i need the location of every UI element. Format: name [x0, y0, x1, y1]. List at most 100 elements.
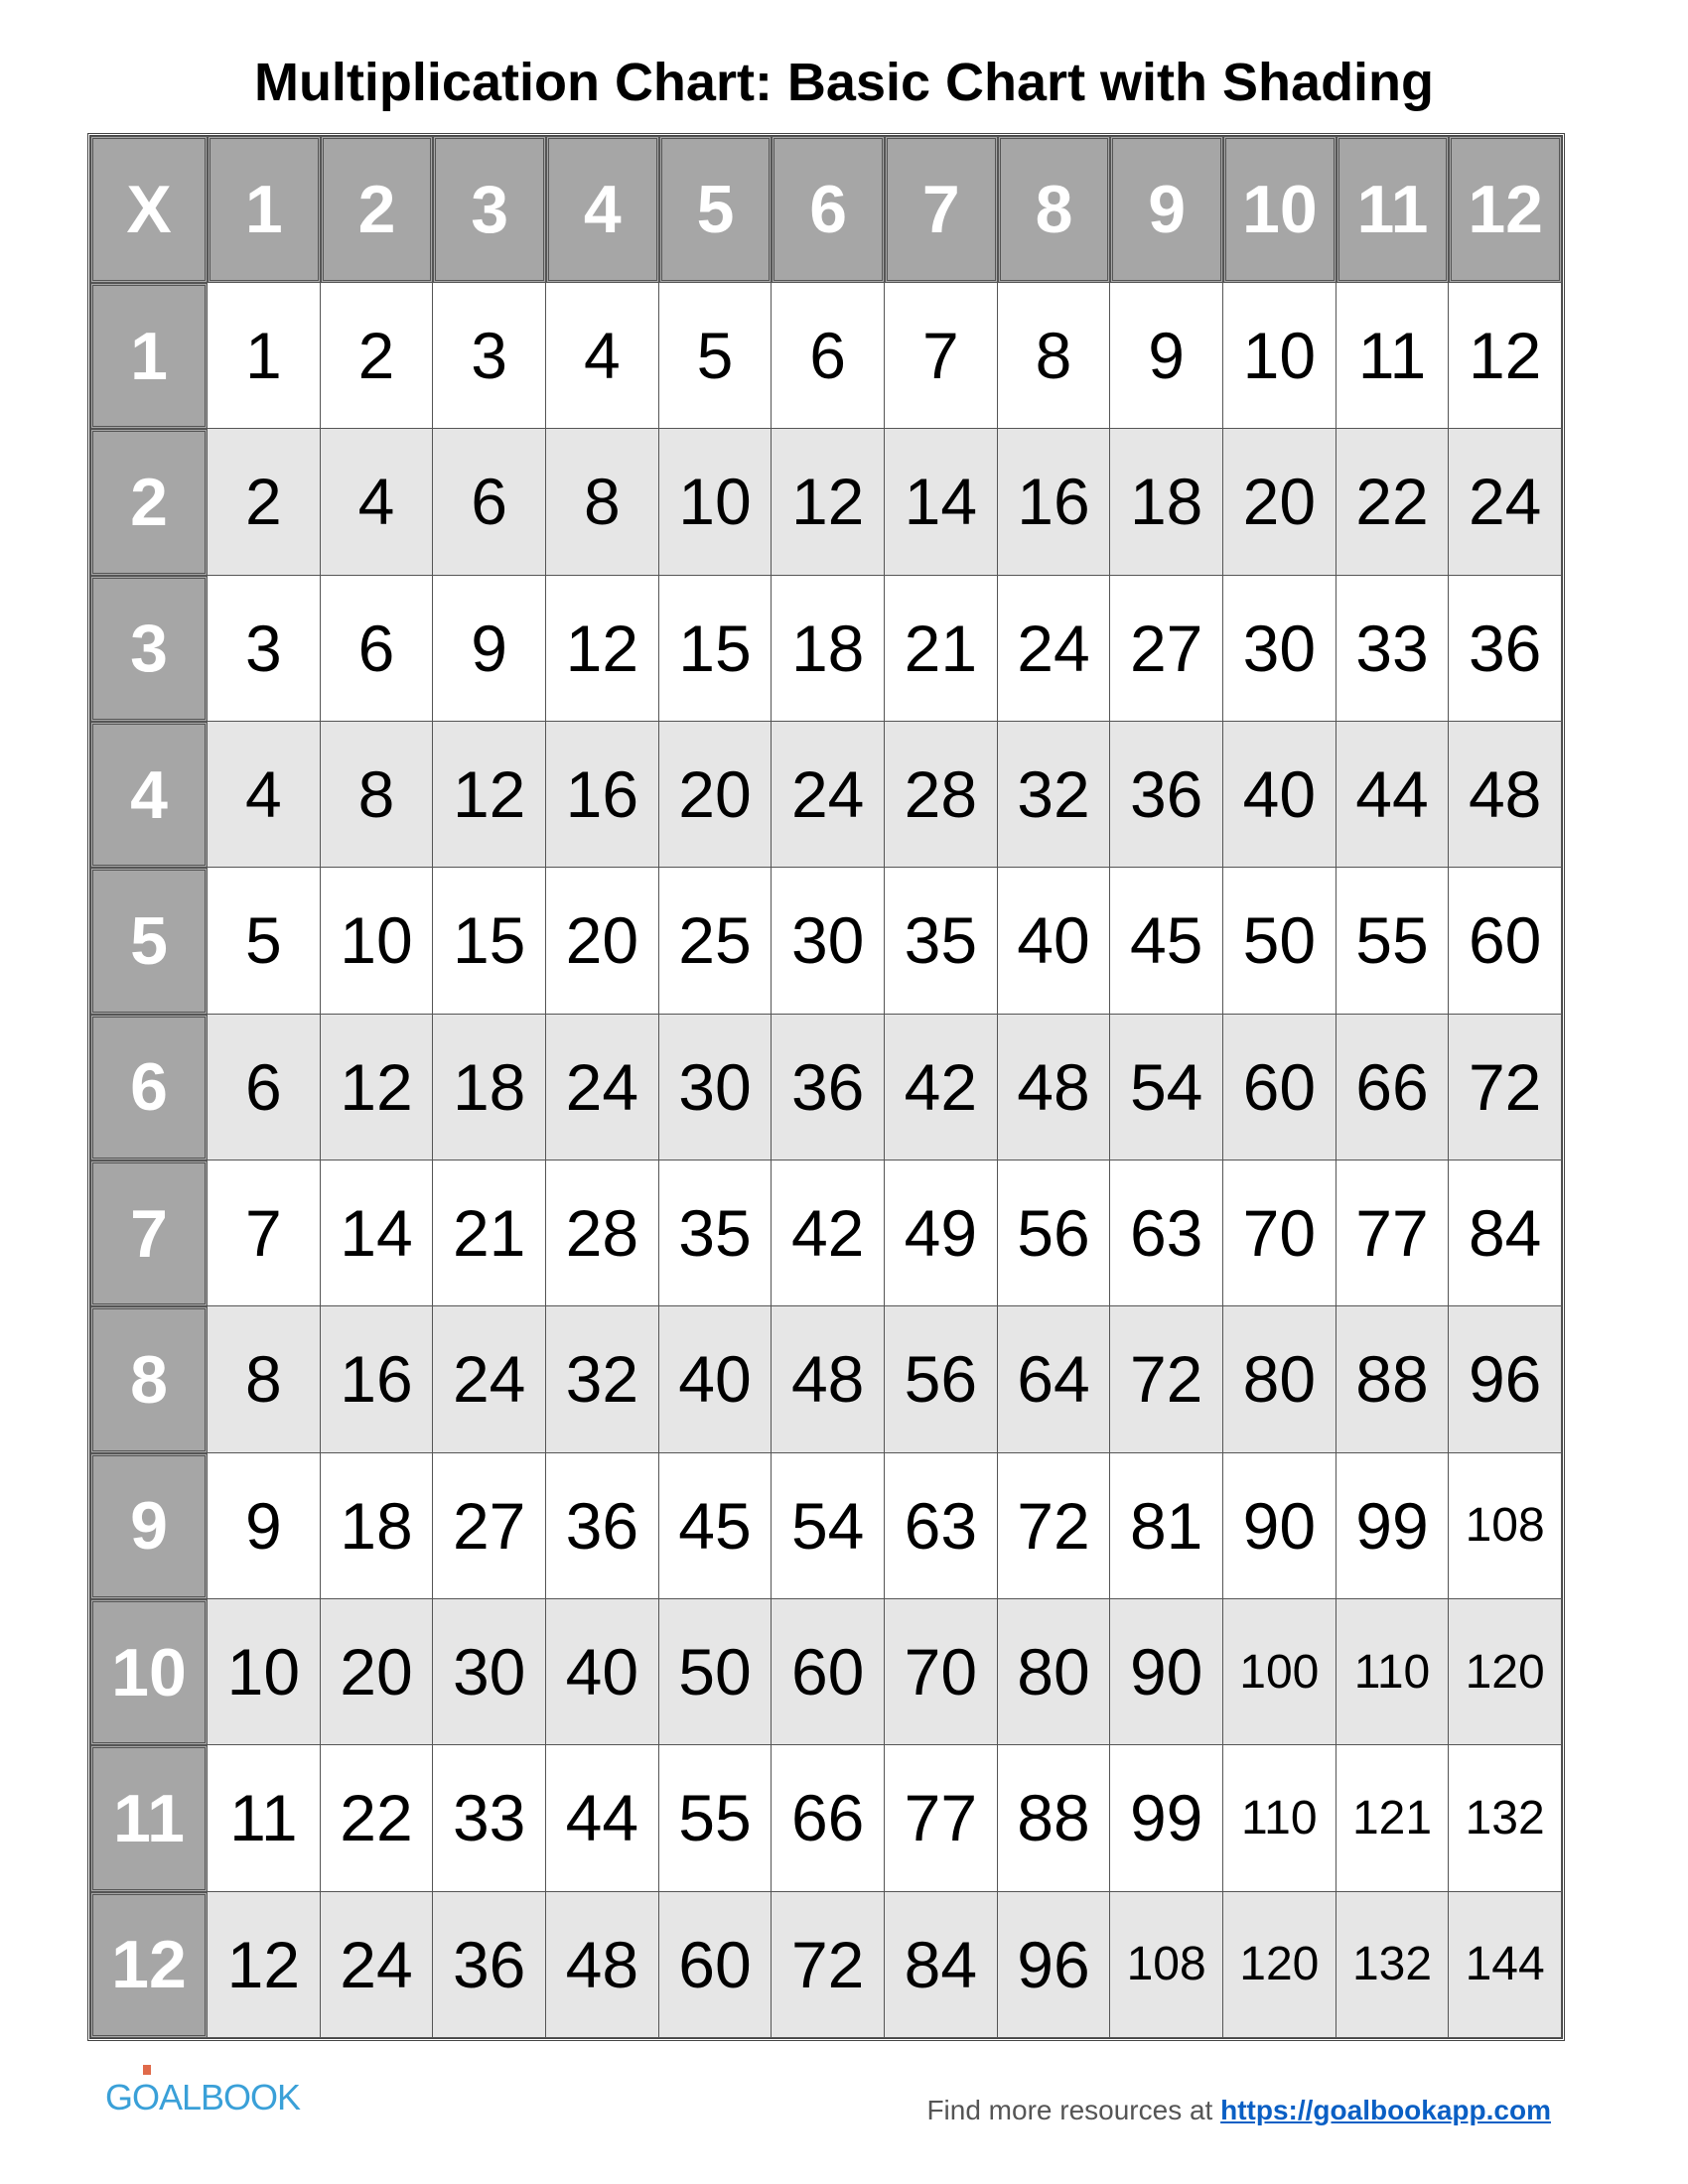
table-cell: 84	[1449, 1160, 1562, 1307]
table-cell: 2	[320, 283, 434, 430]
row-header: 8	[90, 1306, 208, 1453]
goalbook-logo: GOALBOOK	[105, 2065, 301, 2118]
table-cell: 70	[1222, 1160, 1336, 1307]
table-cell: 70	[884, 1598, 998, 1746]
table-cell: 30	[772, 868, 885, 1015]
table-cell: 64	[997, 1306, 1111, 1453]
table-cell: 30	[658, 1014, 773, 1160]
table-cell: 54	[1110, 1014, 1223, 1160]
table-cell: 5	[658, 283, 773, 430]
table-cell: 48	[1449, 721, 1562, 869]
table-cell: 28	[545, 1160, 659, 1307]
column-header: 12	[1449, 136, 1562, 283]
table-cell: 56	[997, 1160, 1111, 1307]
table-cell: 8	[545, 429, 659, 576]
table-cell: 12	[772, 429, 885, 576]
table-cell: 50	[658, 1598, 773, 1746]
table-cell: 20	[545, 868, 659, 1015]
table-cell: 60	[1449, 868, 1562, 1015]
table-cell: 9	[208, 1452, 321, 1599]
table-cell: 36	[1110, 721, 1223, 869]
table-cell: 9	[433, 575, 546, 722]
table-cell: 45	[1110, 868, 1223, 1015]
column-header: 2	[320, 136, 434, 283]
table-cell: 8	[320, 721, 434, 869]
table-cell: 120	[1222, 1891, 1336, 2038]
table-cell: 110	[1336, 1598, 1450, 1746]
goalbook-link[interactable]: https://goalbookapp.com	[1220, 2095, 1551, 2125]
table-cell: 20	[320, 1598, 434, 1746]
table-cell: 27	[1110, 575, 1223, 722]
table-cell: 55	[1336, 868, 1450, 1015]
table-cell: 1	[208, 283, 321, 430]
table-cell: 60	[772, 1598, 885, 1746]
table-cell: 45	[658, 1452, 773, 1599]
table-cell: 96	[1449, 1306, 1562, 1453]
table-cell: 11	[208, 1745, 321, 1892]
table-cell: 48	[545, 1891, 659, 2038]
footer-text: Find more resources at	[926, 2095, 1213, 2125]
table-cell: 10	[1222, 283, 1336, 430]
multiplication-table: X 1 2 3 4 5 6 7 8 9 10 11 12 1 1 2 3 4 5 6 7 8 9 10 11 12 2 2 4 6 8 10 1…	[87, 133, 1565, 2041]
table-cell: 77	[1336, 1160, 1450, 1307]
row-header: 6	[90, 1014, 208, 1160]
table-cell: 100	[1222, 1598, 1336, 1746]
table-cell: 144	[1449, 1891, 1562, 2038]
table-cell: 2	[208, 429, 321, 576]
table-cell: 63	[884, 1452, 998, 1599]
column-header: 8	[997, 136, 1111, 283]
column-header: 3	[433, 136, 546, 283]
table-cell: 14	[884, 429, 998, 576]
table-cell: 18	[433, 1014, 546, 1160]
row-header: 2	[90, 429, 208, 576]
table-cell: 40	[1222, 721, 1336, 869]
column-header: 4	[545, 136, 659, 283]
table-cell: 14	[320, 1160, 434, 1307]
table-cell: 18	[1110, 429, 1223, 576]
row-header: 1	[90, 283, 208, 430]
table-cell: 6	[208, 1014, 321, 1160]
row-header: 5	[90, 868, 208, 1015]
row-header: 4	[90, 721, 208, 869]
table-cell: 121	[1336, 1745, 1450, 1892]
table-cell: 15	[658, 575, 773, 722]
row-header: 7	[90, 1160, 208, 1307]
table-cell: 108	[1449, 1452, 1562, 1599]
table-cell: 4	[545, 283, 659, 430]
table-cell: 8	[997, 283, 1111, 430]
table-cell: 88	[1336, 1306, 1450, 1453]
table-cell: 11	[1336, 283, 1450, 430]
table-cell: 25	[658, 868, 773, 1015]
table-cell: 54	[772, 1452, 885, 1599]
table-cell: 132	[1449, 1745, 1562, 1892]
table-cell: 77	[884, 1745, 998, 1892]
table-cell: 80	[1222, 1306, 1336, 1453]
table-cell: 63	[1110, 1160, 1223, 1307]
row-header: 3	[90, 575, 208, 722]
table-cell: 12	[1449, 283, 1562, 430]
table-cell: 6	[320, 575, 434, 722]
column-header: 1	[208, 136, 321, 283]
table-cell: 132	[1336, 1891, 1450, 2038]
table-cell: 32	[997, 721, 1111, 869]
column-header: 5	[658, 136, 773, 283]
table-cell: 16	[320, 1306, 434, 1453]
table-cell: 96	[997, 1891, 1111, 2038]
table-cell: 44	[545, 1745, 659, 1892]
table-cell: 24	[320, 1891, 434, 2038]
table-cell: 12	[320, 1014, 434, 1160]
table-cell: 48	[772, 1306, 885, 1453]
table-cell: 72	[772, 1891, 885, 2038]
table-cell: 20	[1222, 429, 1336, 576]
table-cell: 30	[1222, 575, 1336, 722]
table-cell: 60	[1222, 1014, 1336, 1160]
table-cell: 10	[208, 1598, 321, 1746]
table-cell: 18	[320, 1452, 434, 1599]
column-header: 10	[1222, 136, 1336, 283]
table-cell: 120	[1449, 1598, 1562, 1746]
table-cell: 66	[772, 1745, 885, 1892]
table-cell: 88	[997, 1745, 1111, 1892]
table-cell: 3	[208, 575, 321, 722]
table-cell: 27	[433, 1452, 546, 1599]
table-cell: 30	[433, 1598, 546, 1746]
